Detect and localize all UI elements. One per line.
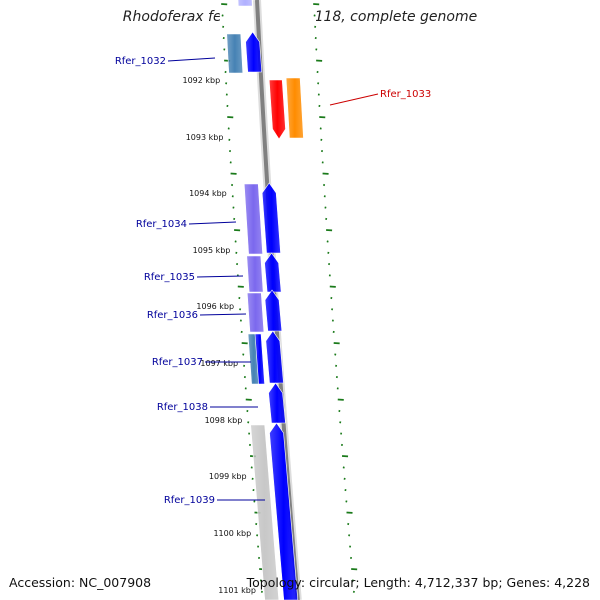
cds-rfer-1036-purple bbox=[246, 292, 265, 333]
kbp-label: 1095 kbp bbox=[193, 246, 231, 255]
cds-rfer-1036 bbox=[264, 289, 283, 332]
gene-features bbox=[226, 0, 304, 600]
cds-rfer-1035-purple bbox=[246, 255, 264, 293]
gene-labels: Rfer_1032 Rfer_1033 Rfer_1034 Rfer_1035 Rfer… bbox=[115, 56, 431, 506]
kbp-label: 1096 kbp bbox=[196, 302, 234, 311]
gene-label[interactable]: Rfer_1034 bbox=[136, 219, 187, 230]
kbp-labels: 1092 kbp 1093 kbp 1094 kbp 1095 kbp 1096 kbp… bbox=[182, 76, 255, 595]
kbp-label: 1092 kbp bbox=[182, 76, 220, 85]
label-leader-line bbox=[196, 275, 244, 278]
accession-text: Accession: NC_007908 bbox=[9, 575, 152, 590]
kbp-label: 1101 kbp bbox=[218, 586, 256, 595]
cds-rfer-1034-purple bbox=[243, 183, 263, 255]
label-leader-line bbox=[188, 221, 237, 225]
topology-text: Topology: circular; Length: 4,712,337 bp… bbox=[246, 575, 590, 590]
gene-label[interactable]: Rfer_1036 bbox=[147, 310, 198, 321]
label-leader-line bbox=[199, 313, 247, 316]
cds-rfer-1033-red bbox=[268, 79, 286, 140]
scale-ticks bbox=[221, 3, 358, 593]
gene-label[interactable]: Rfer_1033 bbox=[380, 89, 431, 100]
cds-rfer-1039 bbox=[269, 422, 299, 600]
label-leader-line bbox=[329, 93, 379, 106]
cds-rfer-1038 bbox=[268, 382, 286, 424]
kbp-label: 1098 kbp bbox=[205, 416, 243, 425]
cds-rfer-1033-orange bbox=[285, 77, 304, 139]
gene-label[interactable]: Rfer_1039 bbox=[164, 495, 215, 506]
cds-rfer-1037-thin bbox=[254, 333, 265, 385]
cds-rfer-1034 bbox=[261, 182, 281, 254]
label-leader-line bbox=[167, 57, 216, 62]
gene-label[interactable]: Rfer_1038 bbox=[157, 402, 208, 413]
cds-rfer-1035 bbox=[264, 252, 282, 293]
gene-label[interactable]: Rfer_1037 bbox=[152, 357, 203, 368]
label-leaders bbox=[167, 57, 379, 501]
cds-rfer-1032 bbox=[245, 31, 263, 73]
kbp-label: 1094 kbp bbox=[189, 189, 227, 198]
kbp-label: 1100 kbp bbox=[213, 529, 251, 538]
cds-rfer-1037 bbox=[265, 330, 284, 384]
gene-label[interactable]: Rfer_1035 bbox=[144, 272, 195, 283]
cds-rfer-1039-gray bbox=[250, 424, 280, 600]
kbp-label: 1099 kbp bbox=[209, 472, 247, 481]
kbp-label: 1097 kbp bbox=[200, 359, 238, 368]
cds-top-partial bbox=[237, 0, 253, 7]
cds-rfer-1032-steel bbox=[226, 33, 244, 74]
kbp-label: 1093 kbp bbox=[186, 133, 224, 142]
gene-label[interactable]: Rfer_1032 bbox=[115, 56, 166, 67]
